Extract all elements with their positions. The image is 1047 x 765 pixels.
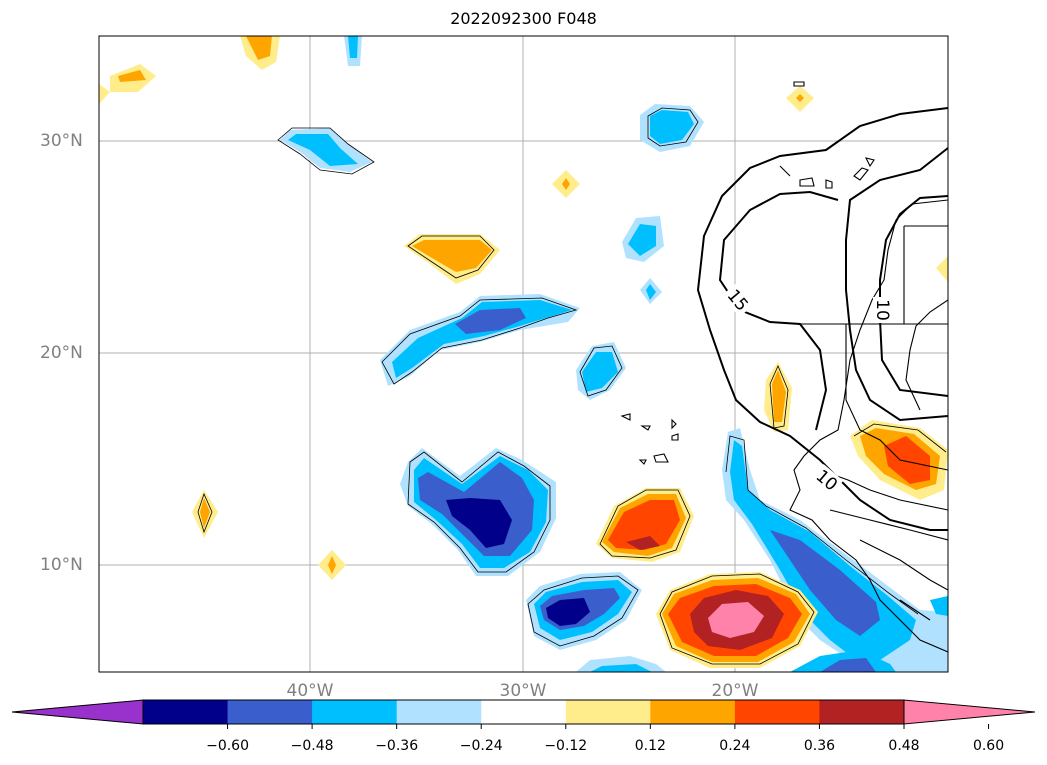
- positive-anomaly-blobs: [99, 36, 948, 668]
- gridlines: [99, 36, 948, 672]
- colorbar-tick-label: 0.48: [888, 738, 920, 754]
- colorbar-segment: [143, 700, 229, 724]
- anomaly-contours: [197, 107, 947, 665]
- colorbar-segment: [227, 700, 313, 724]
- colorbar-tick-label: −0.60: [206, 738, 249, 754]
- colorbar-tick-label: −0.24: [459, 738, 503, 754]
- colorbar-segment: [650, 700, 736, 724]
- plot-frame: [98, 35, 949, 673]
- colorbar-segment: [565, 700, 651, 724]
- colorbar-tick-label: −0.12: [544, 738, 588, 754]
- map-plot: 15 10 10: [98, 35, 949, 673]
- colorbar-extend-low: [11, 699, 144, 725]
- lat-label-10n: 10°N: [40, 555, 83, 575]
- contour-label-group: 15 10 10: [721, 282, 893, 497]
- map-title: 2022092300 F048: [450, 9, 597, 28]
- colorbar-tick-label: 0.60: [972, 738, 1005, 754]
- lon-label-30w: 30°W: [499, 681, 547, 701]
- colorbar-tick-label: 0.12: [634, 738, 666, 754]
- colorbar-tick-label: 0.24: [719, 738, 751, 754]
- colorbar-segment: [312, 700, 398, 724]
- colorbar-segment: [481, 700, 567, 724]
- lon-label-20w: 20°W: [711, 681, 759, 701]
- anomaly-field: [99, 36, 948, 672]
- colorbar-segment: [734, 700, 820, 724]
- colorbar-extend-high: [903, 699, 1036, 725]
- colorbar-segment: [396, 700, 482, 724]
- colorbar-tick-label: −0.36: [375, 738, 419, 754]
- colorbar: [11, 699, 1036, 729]
- lon-label-40w: 40°W: [286, 681, 334, 701]
- lat-label-30n: 30°N: [40, 131, 83, 151]
- contour-label-10a: 10: [872, 299, 892, 321]
- colorbar-tick-label: −0.48: [290, 738, 334, 754]
- colorbar-segment: [819, 700, 905, 724]
- contour-label-10b: 10: [812, 466, 841, 495]
- colorbar-tick-label: 0.36: [803, 738, 836, 754]
- lat-label-20n: 20°N: [40, 343, 83, 363]
- coastlines: [620, 81, 948, 653]
